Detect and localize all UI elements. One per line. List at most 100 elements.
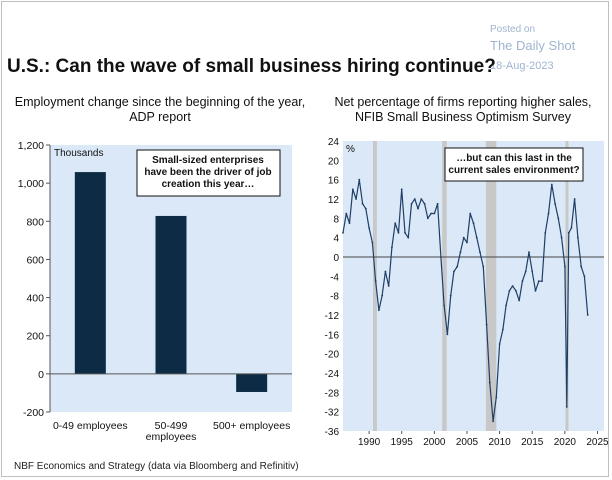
right-x-tick-label: 2025 [586,437,609,448]
sales-data-point [482,265,485,268]
sales-data-point [511,285,514,287]
right-y-tick-label: 8 [333,214,339,225]
page-title: U.S.: Can the wave of small business hir… [7,56,496,77]
sales-data-point [547,212,550,215]
sales-data-point [404,231,406,234]
recession-band [485,141,497,431]
sales-data-point [577,236,579,239]
sales-data-point [563,265,566,268]
sales-data-point [377,309,380,312]
sales-data-point [358,178,361,181]
sales-data-point [371,241,374,244]
right-y-tick-label: 16 [328,176,340,187]
right-annotation-text: …but can this last in the [456,153,572,164]
sales-data-point [485,323,488,326]
sales-data-point [436,202,439,205]
left-annotation-text: have been the driver of job [144,167,271,178]
sales-data-point [528,251,530,254]
sales-data-point [449,294,452,297]
right-y-tick-label: 24 [328,137,340,148]
sales-data-point [541,280,543,283]
left-x-category-label: employees [146,431,197,443]
left-y-tick-label: 1,000 [18,178,44,190]
left-chart-title: Employment change since the beginning of… [10,95,310,125]
left-y-tick-label: 400 [26,293,44,305]
right-x-tick-label: 2005 [456,437,479,448]
left-unit-label: Thousands [54,148,103,159]
sales-data-point [407,236,410,239]
sales-data-point [391,246,393,249]
recession-band [373,141,377,431]
sales-data-point [387,285,390,287]
sales-data-point [397,231,400,234]
left-y-tick-label: -200 [23,407,44,419]
left-x-category-label: 0-49 employees [53,420,128,432]
right-unit-label: % [346,144,355,155]
sales-data-point [488,381,491,384]
sales-data-point [550,183,553,186]
sales-data-point [521,280,524,283]
right-x-tick-label: 2015 [521,437,544,448]
sales-data-point [537,280,540,283]
right-chart-title-line: Net percentage of firms reporting higher… [334,95,592,109]
sales-data-point [495,396,498,399]
sales-data-point [351,188,354,191]
sales-data-point [364,207,367,210]
right-y-tick-label: -12 [325,311,340,322]
sales-data-point [508,289,511,292]
sales-data-point [361,202,364,205]
sales-data-point [492,420,494,423]
right-y-tick-label: -16 [325,330,340,341]
sales-data-point [426,217,429,220]
left-y-tick-label: 1,200 [18,140,44,152]
sales-data-point [410,202,413,205]
sales-data-point [472,222,475,225]
sales-data-point [557,217,560,220]
right-y-tick-label: 12 [328,195,340,206]
right-y-tick-label: -32 [325,408,340,419]
left-x-category-label: 50-499 [155,420,188,432]
sales-data-point [433,212,436,215]
bar-0-49-employees [74,172,106,374]
right-y-tick-label: -20 [325,350,340,361]
left-annotation-box [136,149,281,197]
sales-data-point [505,304,508,307]
bar-50-499-employees [155,215,187,374]
left-y-tick-label: 800 [26,216,44,228]
right-plot-area [343,141,604,431]
right-x-tick-label: 2010 [488,437,511,448]
sales-data-point [518,299,521,302]
left-y-tick-label: 600 [26,254,44,266]
sales-data-point [554,202,556,205]
sales-data-point [475,236,478,239]
right-x-tick-label: 2020 [554,437,577,448]
sales-data-point [498,343,501,345]
sales-data-point [567,231,570,234]
recession-band [442,141,447,431]
right-x-tick-label: 1990 [358,437,381,448]
watermark-source: The Daily Shot [490,38,576,53]
sales-data-point [417,207,419,210]
watermark-posted: Posted on [490,24,536,35]
left-y-tick-label: 200 [26,331,44,343]
left-chart-title-line: Employment change since the beginning of… [14,95,306,109]
right-y-tick-label: -8 [330,292,339,303]
left-chart-title-line: ADP report [129,110,191,124]
sales-data-point [355,198,357,200]
right-chart-title: Net percentage of firms reporting higher… [318,95,608,125]
watermark-date: 18-Aug-2023 [490,60,554,72]
sales-data-point [384,270,387,273]
right-y-tick-label: -4 [330,272,339,283]
sales-data-point [381,294,384,297]
sales-data-point [459,251,462,254]
sales-data-point [479,251,481,254]
sales-data-point [439,256,442,258]
sales-data-point [534,289,537,292]
right-annotation-text: current sales environment? [448,165,579,176]
sales-data-point [368,227,370,229]
sales-data-point [531,270,534,273]
sales-data-point [573,198,576,200]
sales-data-point [456,265,459,268]
sales-data-point [462,236,465,239]
